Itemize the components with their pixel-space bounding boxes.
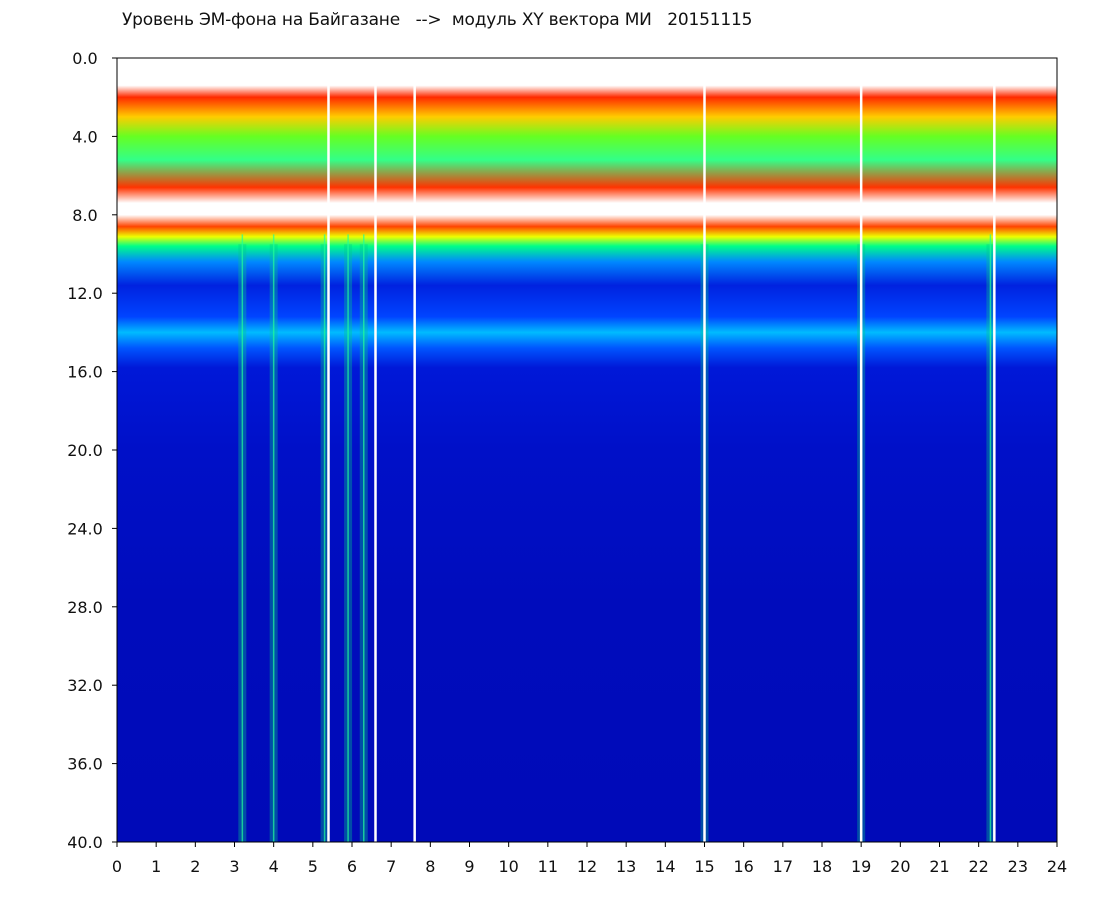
x-tick-label: 12 [577,857,597,876]
x-tick-label: 15 [694,857,714,876]
x-tick-label: 20 [890,857,910,876]
y-tick-label: 28.0 [67,598,103,617]
x-tick-label: 23 [1008,857,1028,876]
chart-title: Уровень ЭМ-фона на Байгазане --> модуль … [122,10,753,30]
x-tick-label: 1 [151,857,161,876]
x-tick-label: 4 [269,857,279,876]
x-tick-label: 22 [968,857,988,876]
x-tick-label: 0 [112,857,122,876]
y-tick-label: 40.0 [67,833,103,852]
x-tick-label: 8 [425,857,435,876]
y-tick-label: 4.0 [72,127,97,146]
x-tick-label: 19 [851,857,871,876]
x-tick-label: 7 [386,857,396,876]
x-tick-label: 3 [229,857,239,876]
x-tick-label: 9 [464,857,474,876]
x-axis: 0 1 2 3 4 5 6 7 8 9 10 11 12 13 14 15 16 17 18 19 20 21 22 23 24 [112,842,1067,876]
y-tick-label: 24.0 [67,519,103,538]
x-tick-label: 2 [190,857,200,876]
x-tick-label: 11 [538,857,558,876]
y-tick-label: 8.0 [72,206,97,225]
x-tick-label: 24 [1047,857,1067,876]
y-tick-label: 36.0 [67,755,103,774]
y-tick-label: 16.0 [67,363,103,382]
x-tick-label: 18 [812,857,832,876]
y-tick-label: 0.0 [72,49,97,68]
spectrogram-features [238,58,996,842]
y-axis: 0.0 4.0 8.0 12.0 16.0 20.0 24.0 28.0 32.0 36.0 40.… [67,49,117,852]
x-tick-label: 10 [498,857,518,876]
y-tick-label: 12.0 [67,284,103,303]
x-tick-label: 16 [733,857,753,876]
x-tick-label: 17 [773,857,793,876]
y-tick-label: 20.0 [67,441,103,460]
x-tick-label: 13 [616,857,636,876]
x-tick-label: 6 [347,857,357,876]
plot-area [117,58,1057,842]
x-tick-label: 14 [655,857,675,876]
x-tick-label: 5 [308,857,318,876]
y-tick-label: 32.0 [67,676,103,695]
x-tick-label: 21 [929,857,949,876]
